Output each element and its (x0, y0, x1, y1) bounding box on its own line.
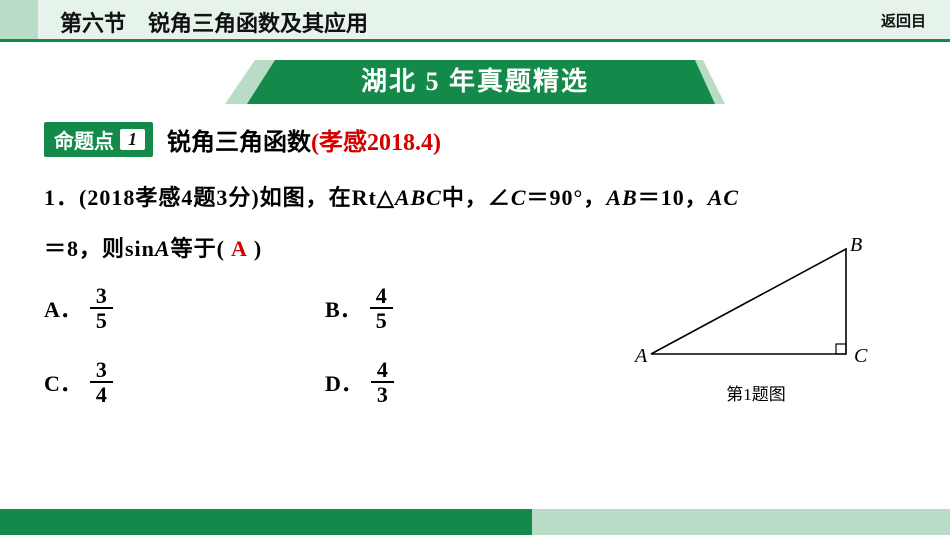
option-d-den: 3 (371, 383, 394, 406)
option-b-frac: 4 5 (370, 284, 393, 332)
topic-badge: 命题点 1 (44, 122, 153, 157)
option-c-letter: C． (44, 366, 82, 398)
footer-dark (0, 509, 532, 535)
header-bar: 第六节 锐角三角函数及其应用 返回目 (0, 0, 950, 42)
option-b-letter: B． (325, 292, 362, 324)
q-prefix: (2018孝感4题3分)如图，在Rt△ (79, 185, 395, 210)
option-a-letter: A． (44, 292, 82, 324)
triangle-figure: A B C (631, 234, 881, 374)
q-eq10: ＝10， (638, 185, 708, 210)
q-ab: AB (606, 185, 637, 210)
topic-title: 锐角三角函数(孝感2018.4) (167, 122, 441, 157)
svg-text:C: C (854, 345, 868, 367)
options-area: A． 3 5 B． 4 5 C． 3 4 D． 4 3 (0, 284, 950, 406)
option-c-den: 4 (90, 383, 113, 406)
option-d-letter: D． (325, 366, 363, 398)
q-mid1: 中，∠ (442, 185, 511, 210)
option-c-num: 3 (90, 358, 113, 383)
q-number: 1． (44, 185, 79, 210)
topic-row: 命题点 1 锐角三角函数(孝感2018.4) (0, 122, 950, 157)
footer-bar (0, 509, 950, 535)
topic-title-black: 锐角三角函数 (167, 130, 311, 156)
option-d-frac: 4 3 (371, 358, 394, 406)
topic-badge-label: 命题点 (54, 125, 114, 154)
option-b[interactable]: B． 4 5 (325, 284, 606, 332)
option-b-den: 5 (370, 309, 393, 332)
topic-title-red: (孝感2018.4) (311, 130, 441, 156)
q-close: ) (254, 236, 262, 261)
q-ac: AC (708, 185, 739, 210)
option-c-frac: 3 4 (90, 358, 113, 406)
q-tail: 等于( (171, 236, 225, 261)
svg-text:B: B (850, 234, 862, 256)
topic-badge-number: 1 (120, 129, 145, 150)
option-c[interactable]: C． 3 4 (44, 358, 325, 406)
page-title: 第六节 锐角三角函数及其应用 (60, 6, 368, 38)
option-a-frac: 3 5 (90, 284, 113, 332)
q-c: C (511, 185, 527, 210)
option-d[interactable]: D． 4 3 (325, 358, 606, 406)
figure-caption: 第1题图 (726, 380, 786, 405)
q-answer: A (225, 236, 254, 261)
q-eq8: ＝8，则sin (44, 236, 155, 261)
return-link[interactable]: 返回目 (881, 10, 926, 31)
option-d-num: 4 (371, 358, 394, 383)
option-a-den: 5 (90, 309, 113, 332)
banner-row: 湖北 5 年真题精选 (0, 60, 950, 104)
figure-column: A B C 第1题图 (606, 234, 906, 406)
option-b-num: 4 (370, 284, 393, 309)
q-eq90: ＝90°， (527, 185, 607, 210)
footer-light (532, 509, 950, 535)
option-a[interactable]: A． 3 5 (44, 284, 325, 332)
q-a: A (155, 236, 171, 261)
header-accent (0, 0, 38, 39)
section-banner: 湖北 5 年真题精选 (225, 60, 725, 104)
options-grid: A． 3 5 B． 4 5 C． 3 4 D． 4 3 (44, 284, 606, 406)
svg-text:A: A (633, 345, 648, 367)
q-tri: ABC (395, 185, 442, 210)
option-a-num: 3 (90, 284, 113, 309)
banner-text: 湖北 5 年真题精选 (225, 60, 725, 104)
